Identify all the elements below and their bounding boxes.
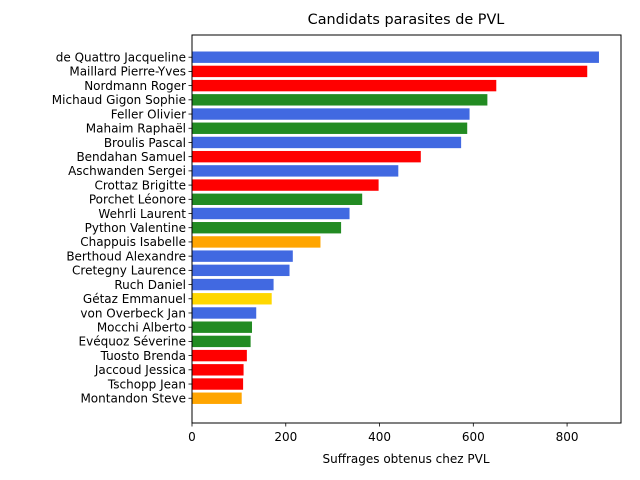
x-axis-label: Suffrages obtenus chez PVL: [323, 452, 490, 466]
y-tick-label: Wehrli Laurent: [98, 207, 186, 221]
y-tick-label: Aschwanden Sergei: [68, 164, 186, 178]
bar: [192, 293, 272, 305]
y-tick-label: Maillard Pierre-Yves: [69, 65, 186, 79]
y-tick-label: Jaccoud Jessica: [94, 363, 186, 377]
bars-group: [192, 51, 599, 404]
bar: [192, 207, 350, 220]
y-tick-label: Ruch Daniel: [114, 278, 186, 292]
bar: [192, 264, 290, 277]
bar: [192, 165, 399, 177]
bar: [192, 136, 462, 149]
x-tick-label: 800: [556, 430, 579, 444]
y-tick-label: Python Valentine: [85, 221, 186, 235]
x-tick-label: 0: [188, 430, 196, 444]
y-tick-label: Tschopp Jean: [107, 377, 186, 391]
y-tick-label: Nordmann Roger: [84, 79, 186, 93]
bar: [192, 236, 321, 248]
y-tick-label: Gétaz Emmanuel: [83, 292, 186, 306]
chart-title: Candidats parasites de PVL: [308, 12, 505, 28]
y-tick-label: Broulis Pascal: [104, 136, 186, 150]
y-tick-label: Bendahan Samuel: [76, 150, 186, 164]
bar: [192, 378, 244, 390]
x-tick-label: 600: [462, 430, 485, 444]
y-tick-label: Feller Olivier: [111, 107, 186, 121]
bar: [192, 335, 251, 348]
bar: [192, 108, 470, 120]
y-tick-label: Cretegny Laurence: [72, 264, 186, 278]
y-tick-label: Mocchi Alberto: [97, 320, 186, 334]
bar: [192, 392, 242, 404]
bar: [192, 150, 421, 163]
bar: [192, 349, 247, 362]
y-tick-label: Mahaim Raphaël: [86, 122, 186, 136]
bar: [192, 222, 342, 234]
y-tick-label: Crottaz Brigitte: [94, 178, 186, 192]
y-tick-label: Tuosto Brenda: [100, 349, 186, 363]
y-tick-label: Berthoud Alexandre: [66, 249, 186, 263]
x-tick-label: 200: [274, 430, 297, 444]
bar: [192, 278, 274, 291]
bar: [192, 193, 363, 205]
bar: [192, 250, 293, 262]
y-tick-label: von Overbeck Jan: [80, 306, 186, 320]
bar: [192, 65, 588, 78]
x-tick-label: 400: [368, 430, 391, 444]
y-tick-label: Montandon Steve: [80, 392, 186, 406]
plot-frame: [191, 34, 622, 424]
y-tick-label: de Quattro Jacqueline: [56, 51, 186, 65]
bar: [192, 307, 257, 319]
bar: [192, 179, 379, 191]
y-tick-label: Michaud Gigon Sophie: [52, 93, 186, 107]
bar: [192, 51, 599, 63]
bar: [192, 122, 468, 134]
x-ticks: 0 200 400 600 800: [188, 423, 579, 444]
bar: [192, 321, 253, 333]
y-tick-label: Porchet Léonore: [89, 193, 186, 207]
bar: [192, 94, 488, 106]
y-tick-label: Chappuis Isabelle: [80, 235, 186, 249]
bar: [192, 364, 244, 376]
bar: [192, 79, 497, 92]
y-tick-label: Evéquoz Séverine: [79, 335, 186, 349]
